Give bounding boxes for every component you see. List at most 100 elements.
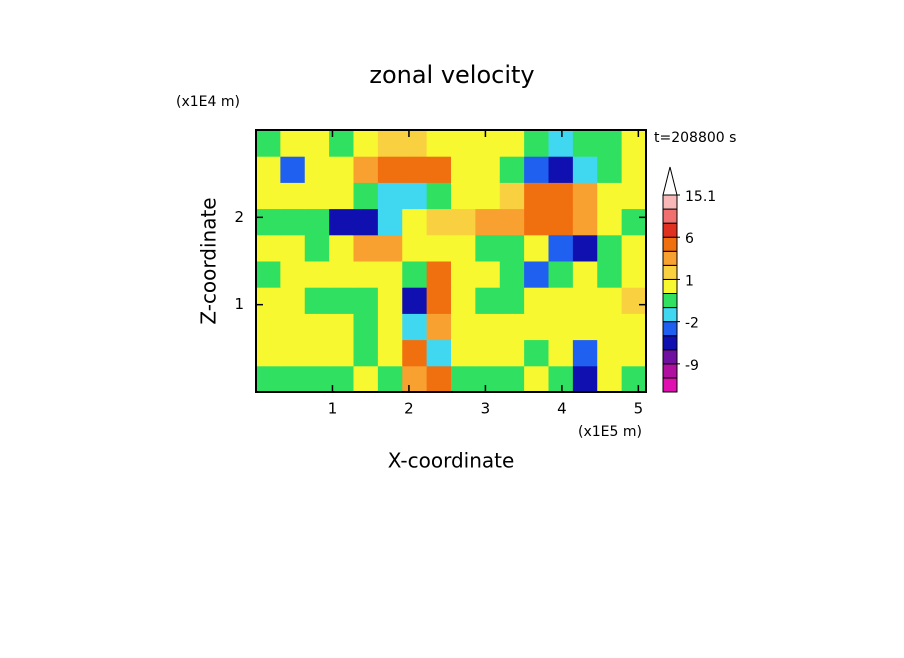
cell <box>499 339 525 367</box>
cell <box>451 261 476 288</box>
x-tick-label: 1 <box>328 400 338 418</box>
cell <box>524 365 549 393</box>
cell <box>402 234 428 262</box>
cell <box>256 313 281 341</box>
cell <box>329 234 354 262</box>
colorbar-box <box>662 194 678 210</box>
cell <box>621 287 647 314</box>
cell <box>621 208 647 236</box>
cell <box>597 313 623 341</box>
cell <box>597 156 623 183</box>
x-tick-label: 5 <box>634 400 644 418</box>
cell <box>329 339 354 367</box>
cell <box>329 130 354 157</box>
cell <box>475 182 501 210</box>
plot-frame <box>255 129 647 393</box>
cell <box>499 182 525 210</box>
cell <box>524 313 549 341</box>
colorbar-box <box>662 321 678 337</box>
cell <box>621 339 647 367</box>
x-tick-label: 2 <box>404 400 414 418</box>
cell <box>426 339 452 367</box>
colorbar-label: -9 <box>685 358 699 374</box>
colorbar-triangle <box>662 166 678 196</box>
cell <box>426 261 452 288</box>
y-axis-label: Z-coordinate <box>197 197 221 324</box>
cell <box>304 365 330 393</box>
cell <box>499 234 525 262</box>
cell <box>280 365 306 393</box>
cell <box>451 234 476 262</box>
cell <box>304 182 330 210</box>
cell <box>548 208 574 236</box>
cell <box>377 261 403 288</box>
cell <box>329 156 354 183</box>
cell <box>353 365 379 393</box>
cell <box>572 130 598 157</box>
cell <box>475 313 501 341</box>
cell <box>548 365 574 393</box>
cell <box>475 130 501 157</box>
cell <box>353 182 379 210</box>
chart-title: zonal velocity <box>369 61 534 89</box>
cell <box>304 208 330 236</box>
colorbar-box <box>662 278 678 294</box>
cell <box>377 208 403 236</box>
cell <box>402 182 428 210</box>
x-unit: (x1E5 m) <box>578 424 642 440</box>
cell <box>304 156 330 183</box>
cell <box>402 339 428 367</box>
cell <box>548 234 574 262</box>
cell <box>475 208 501 236</box>
colorbar-label: 1 <box>685 273 694 289</box>
cell <box>524 234 549 262</box>
cell <box>402 156 428 183</box>
cell <box>524 287 549 314</box>
y-unit: (x1E4 m) <box>176 94 240 110</box>
field <box>256 130 647 393</box>
cell <box>597 287 623 314</box>
cell <box>499 208 525 236</box>
cell <box>597 182 623 210</box>
colorbar-box <box>662 349 678 365</box>
cell <box>353 287 379 314</box>
cell <box>280 182 306 210</box>
cell <box>524 261 549 288</box>
colorbar-box <box>662 264 678 280</box>
cell <box>256 182 281 210</box>
cell <box>451 287 476 314</box>
cell <box>621 130 647 157</box>
colorbar-box <box>662 208 678 224</box>
cell <box>280 130 306 157</box>
cell <box>329 182 354 210</box>
cell <box>304 261 330 288</box>
cell <box>353 130 379 157</box>
cell <box>402 261 428 288</box>
cell <box>597 234 623 262</box>
cell <box>280 339 306 367</box>
cell <box>426 156 452 183</box>
cell <box>548 339 574 367</box>
cell <box>402 365 428 393</box>
cell <box>304 313 330 341</box>
cell <box>572 261 598 288</box>
cell <box>524 156 549 183</box>
x-tick-label: 4 <box>557 400 567 418</box>
cell <box>304 130 330 157</box>
cell <box>597 339 623 367</box>
cell <box>329 365 354 393</box>
colorbar-label: 15.1 <box>685 189 716 205</box>
cell <box>280 287 306 314</box>
cell <box>621 365 647 393</box>
cell <box>280 313 306 341</box>
x-axis-label: X-coordinate <box>388 449 515 473</box>
cell <box>377 182 403 210</box>
cell <box>499 365 525 393</box>
cell <box>548 182 574 210</box>
cell <box>280 208 306 236</box>
cell <box>621 182 647 210</box>
cell <box>572 234 598 262</box>
cell <box>524 339 549 367</box>
cell <box>402 313 428 341</box>
cell <box>572 156 598 183</box>
